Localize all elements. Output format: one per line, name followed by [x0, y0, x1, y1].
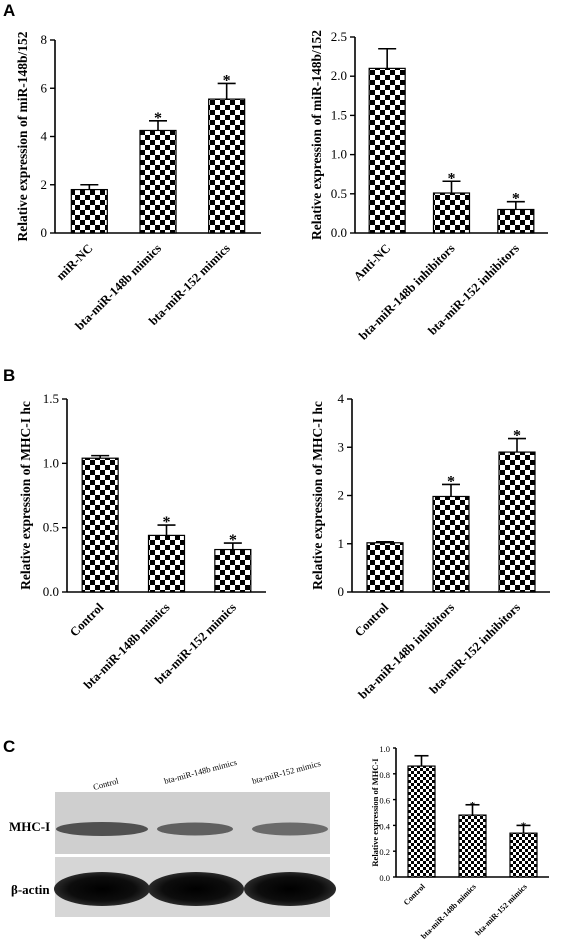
y-axis-title: Relative expression of MHC-I hc [310, 401, 325, 590]
bar [497, 208, 535, 234]
y-tick-label: 1.0 [379, 744, 390, 754]
y-axis-title: Relative expression of MHC-I hc [18, 401, 33, 590]
significance-marker: * [223, 72, 231, 89]
panel-label-b: B [3, 366, 15, 385]
y-tick-label: 1.5 [43, 391, 59, 406]
y-tick-label: 0 [338, 584, 345, 599]
y-tick-label: 4 [41, 129, 48, 144]
y-tick-label: 2 [338, 488, 345, 503]
blot-lane-label-152: bta-miR-152 mimics [251, 758, 322, 786]
bar [498, 451, 536, 593]
bar [366, 542, 404, 593]
bar [139, 129, 177, 234]
bar [147, 534, 186, 593]
y-axis-title: Relative expression of MHC-I [370, 758, 380, 867]
y-tick-label: 2.0 [331, 68, 347, 83]
y-tick-label: 8 [41, 32, 48, 47]
significance-marker: * [512, 191, 520, 208]
bar [432, 192, 471, 234]
western-blot: Control bta-miR-148b mimics bta-miR-152 … [9, 757, 336, 917]
y-tick-label: 2.5 [331, 29, 347, 44]
bar [458, 814, 487, 878]
significance-marker: * [163, 514, 171, 531]
y-axis-title: Relative expression of miR-148b/152 [309, 30, 324, 240]
blot-protein-label-actin: β-actin [11, 882, 50, 897]
y-tick-label: 3 [338, 439, 345, 454]
x-tick-label: bta-miR-148b mimics [419, 882, 478, 941]
y-tick-label: 0.0 [379, 873, 390, 883]
bar [368, 67, 406, 234]
y-tick-label: 0.4 [379, 821, 390, 831]
x-tick-label: Anti-NC [351, 241, 393, 283]
actin-band-152 [244, 872, 336, 906]
significance-marker: * [229, 532, 237, 549]
y-tick-label: 2 [41, 177, 48, 192]
mhc-band-152 [252, 822, 328, 836]
y-axis-title: Relative expression of miR-148b/152 [15, 31, 30, 241]
blot-protein-label-mhc: MHC-I [9, 819, 50, 834]
y-tick-label: 4 [338, 391, 345, 406]
y-tick-label: 0.5 [331, 186, 347, 201]
y-tick-label: 0.0 [331, 225, 347, 240]
chart-b-inhibitors: 0 1 2 3 4 Relative expression of MHC-I hc Cont… [310, 391, 550, 702]
y-tick-label: 0.2 [379, 847, 390, 857]
y-tick-label: 1.0 [43, 455, 59, 470]
x-tick-label: bta-miR-152 mimics [473, 882, 529, 938]
x-tick-label: Control [67, 600, 107, 640]
significance-marker: * [448, 170, 456, 187]
significance-marker: * [447, 473, 455, 490]
significance-marker: * [521, 820, 527, 832]
y-tick-label: 0.5 [43, 520, 59, 535]
bar [509, 832, 538, 878]
blot-lane-label-148b: bta-miR-148b mimics [163, 757, 238, 786]
chart-c-mhc-quantification: 0.0 0.2 0.4 0.6 0.8 1.0 Relative expression of… [370, 744, 549, 941]
x-tick-label: miR-NC [54, 241, 96, 283]
x-tick-label: Control [402, 882, 428, 908]
bar [407, 765, 436, 878]
panel-label-a: A [3, 1, 15, 20]
significance-marker: * [513, 428, 521, 445]
panel-label-c: C [3, 737, 15, 756]
bar [214, 548, 252, 593]
bar [208, 98, 246, 234]
bar [432, 495, 470, 593]
y-tick-label: 0.8 [379, 770, 390, 780]
mhc-band-148b [157, 822, 233, 836]
y-tick-label: 0.6 [379, 796, 390, 806]
blot-lane-label-control: Control [92, 775, 120, 792]
actin-band-control [54, 872, 150, 906]
chart-b-mimics: 0.0 0.5 1.0 1.5 Relative expression of MHC-I… [18, 391, 266, 692]
y-tick-label: 1.0 [331, 147, 347, 162]
significance-marker: * [470, 800, 476, 812]
y-tick-label: 1.5 [331, 107, 347, 122]
bar [70, 188, 108, 234]
significance-marker: * [154, 110, 162, 127]
x-tick-label: Control [352, 600, 392, 640]
chart-a-inhibitors: 0.0 0.5 1.0 1.5 2.0 2.5 Relative expression of… [309, 29, 548, 343]
mhc-band-control [56, 822, 148, 836]
y-tick-label: 1 [338, 536, 345, 551]
chart-a-mimics: 0 2 4 6 8 Relative expression of miR-148b/152… [15, 31, 261, 333]
y-tick-label: 0 [41, 225, 48, 240]
bar [81, 457, 119, 593]
y-tick-label: 6 [41, 80, 48, 95]
actin-band-148b [148, 872, 244, 906]
y-tick-label: 0.0 [43, 584, 59, 599]
